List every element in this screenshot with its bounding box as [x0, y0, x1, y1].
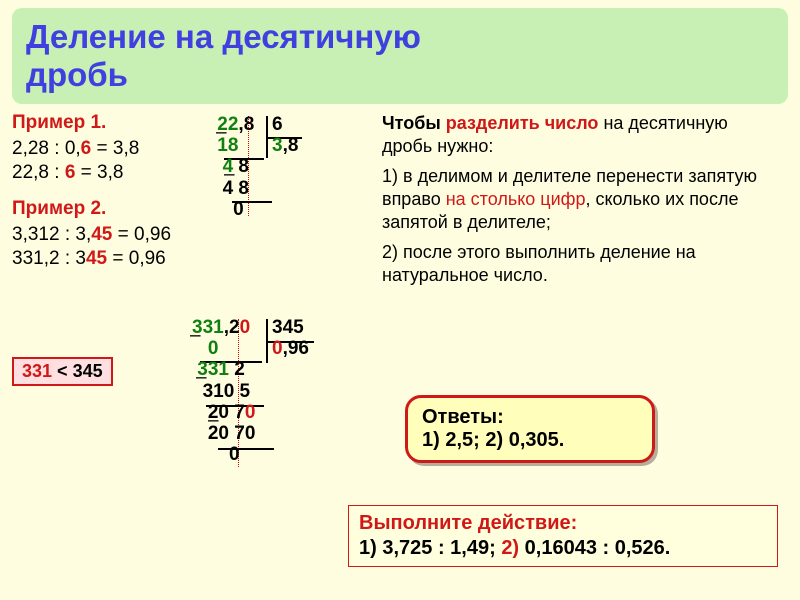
ld2-row6: 0	[192, 444, 255, 465]
task-title: Выполните действие:	[359, 512, 767, 535]
ld2-row3: 310 5	[192, 381, 255, 402]
task-box: Выполните действие: 1) 3,725 : 1,49; 2) …	[348, 505, 778, 567]
rule-2: 2) после этого выполнить деление на нату…	[382, 241, 782, 288]
title-line-1: Деление на десятичную	[26, 18, 774, 56]
example2-label: Пример 2.	[12, 198, 362, 220]
ld2-row5: 20 70	[192, 423, 255, 444]
lesson-title: Деление на десятичную дробь	[12, 8, 788, 104]
example2-line2: 331,2 : 345 = 0,96	[12, 248, 362, 270]
ld1-row2: – 4 8	[212, 156, 270, 177]
left-column: Пример 1. 2,28 : 0,6 = 3,8 22,8 : 6 = 3,…	[12, 112, 362, 294]
rule-intro: Чтобы разделить число на десятичную дроб…	[382, 112, 782, 159]
long-division-2: –331,20345 00,96 – 331 2 310 5 – 20 70 2…	[192, 317, 255, 466]
task-line: 1) 3,725 : 1,49; 2) 0,16043 : 0,526.	[359, 537, 767, 560]
ld2-row1: 00,96	[192, 338, 255, 359]
example1-label: Пример 1.	[12, 112, 362, 134]
content-columns: Пример 1. 2,28 : 0,6 = 3,8 22,8 : 6 = 3,…	[12, 112, 788, 294]
example2-line1: 3,312 : 3,45 = 0,96	[12, 224, 362, 246]
ld1-row1: 183,8	[212, 135, 270, 156]
ld2-row4: – 20 70	[192, 402, 255, 423]
right-column: Чтобы разделить число на десятичную дроб…	[382, 112, 782, 294]
ld1-row3: 4 8	[212, 178, 270, 199]
ld1-row0: – 22,8 6	[212, 114, 270, 135]
ld2-row0: –331,20345	[192, 317, 255, 338]
answers-body: 1) 2,5; 2) 0,305.	[422, 429, 638, 452]
inequality-box: 331 < 345	[12, 357, 113, 386]
page-root: Деление на десятичную дробь Пример 1. 2,…	[0, 0, 800, 600]
answers-title: Ответы:	[422, 406, 638, 429]
ld1-row4: 0	[212, 199, 270, 220]
rule-1: 1) в делимом и делителе перенести запяту…	[382, 165, 782, 235]
long-division-1: – 22,8 6 183,8 – 4 8 4 8 0	[212, 114, 270, 220]
ld2-row2: – 331 2	[192, 359, 255, 380]
answers-box: Ответы: 1) 2,5; 2) 0,305.	[405, 395, 655, 463]
title-line-2: дробь	[26, 56, 774, 94]
example1-line1: 2,28 : 0,6 = 3,8	[12, 138, 362, 160]
example1-line2: 22,8 : 6 = 3,8	[12, 162, 362, 184]
